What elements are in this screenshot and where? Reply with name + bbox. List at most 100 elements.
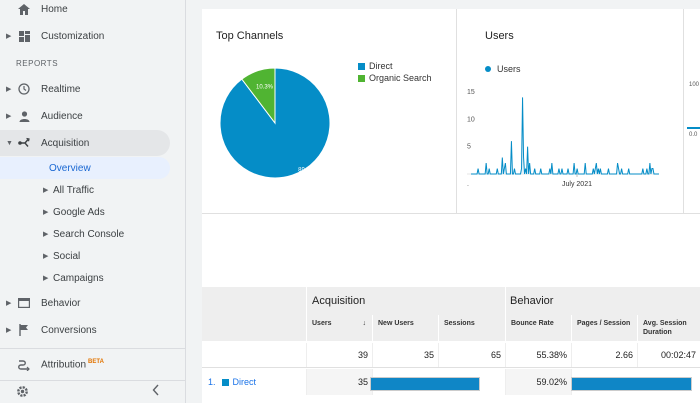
partial-line xyxy=(687,127,700,129)
panel-separator xyxy=(683,9,684,213)
chevron-right-icon: ▶ xyxy=(6,300,12,307)
pages-session-bar xyxy=(571,377,692,391)
sort-desc-icon: ↓ xyxy=(362,320,367,327)
users-legend: Users xyxy=(485,63,521,75)
column-header-bounce-rate[interactable]: Bounce Rate xyxy=(505,315,571,341)
legend-label: Users xyxy=(497,64,521,74)
sidebar-item-social[interactable]: ▶ Social xyxy=(0,245,186,267)
legend-label: Direct xyxy=(369,61,393,71)
sidebar-item-label: Attribution BETA xyxy=(41,359,104,370)
total-blank xyxy=(202,343,306,367)
sidebar-item-label: Home xyxy=(41,3,68,15)
column-header-avg-duration[interactable]: Avg. Session Duration xyxy=(637,315,700,341)
x-tick-label: . xyxy=(467,181,469,188)
x-tick-label: July 2021 xyxy=(562,181,592,188)
panel-title: Users xyxy=(485,30,514,42)
total-avg-duration: 00:02:47 xyxy=(637,343,700,367)
section-separator xyxy=(202,213,700,214)
panel-separator xyxy=(456,9,457,213)
top-channels-panel: Top Channels 89.7% 10.3% Direct Organic S… xyxy=(202,9,456,213)
total-bounce-rate: 55.38% xyxy=(505,343,571,367)
pie-data-label: 10.3% xyxy=(256,85,274,91)
legend-label: Organic Search xyxy=(369,73,432,83)
chevron-right-icon: ▶ xyxy=(43,187,49,194)
sidebar-item-conversions[interactable]: ▶ Conversions xyxy=(0,317,186,343)
users-panel: Users Users 5 10 15. July 2021 xyxy=(457,9,682,213)
chevron-left-icon[interactable] xyxy=(152,384,160,399)
sidebar-item-label: Overview xyxy=(49,162,91,174)
pie-slice-organic-search[interactable] xyxy=(241,67,276,125)
y-tick-label: 5 xyxy=(467,144,471,151)
table-row-direct[interactable]: 1. Direct xyxy=(202,369,306,395)
y-tick-label: 15 xyxy=(467,89,475,96)
chevron-right-icon: ▶ xyxy=(43,253,49,260)
column-header-blank xyxy=(202,315,306,341)
sidebar-item-google-ads[interactable]: ▶ Google Ads xyxy=(0,201,186,223)
sidebar-item-realtime[interactable]: ▶ Realtime xyxy=(0,76,186,102)
sidebar-item-label: Campaigns xyxy=(53,272,104,284)
table-group-acquisition: Acquisition xyxy=(306,287,505,315)
sidebar-item-search-console[interactable]: ▶ Search Console xyxy=(0,223,186,245)
sidebar-item-label: Conversions xyxy=(41,324,97,336)
home-icon xyxy=(17,2,31,16)
sidebar-item-label: Customization xyxy=(41,30,105,42)
column-header-pages-session[interactable]: Pages / Session xyxy=(571,315,637,341)
pie-data-label: 89.7% xyxy=(298,168,316,174)
sidebar-item-label: Search Console xyxy=(53,228,125,240)
sidebar-item-label: Acquisition xyxy=(41,137,90,149)
sidebar-item-customization[interactable]: ▶ Customization xyxy=(0,23,186,49)
column-header-users[interactable]: Users ↓ xyxy=(306,315,372,341)
row-channel-link[interactable]: Direct xyxy=(232,377,257,387)
behavior-icon xyxy=(17,296,31,310)
new-users-bar xyxy=(370,377,480,391)
column-header-new-users[interactable]: New Users xyxy=(372,315,438,341)
reports-section-label: REPORTS xyxy=(16,59,59,68)
gear-icon[interactable] xyxy=(16,385,29,401)
sidebar-item-label: Realtime xyxy=(41,83,81,95)
pie-chart[interactable]: 89.7% 10.3% xyxy=(215,63,335,183)
legend-swatch xyxy=(358,74,365,82)
sidebar-item-campaigns[interactable]: ▶ Campaigns xyxy=(0,267,186,289)
partial-tick: 0.0 xyxy=(689,132,698,138)
attribution-icon xyxy=(17,358,31,372)
sidebar-item-audience[interactable]: ▶ Audience xyxy=(0,103,186,129)
sidebar-item-behavior[interactable]: ▶ Behavior xyxy=(0,290,186,316)
sidebar-item-label: Google Ads xyxy=(53,206,105,218)
row-separator xyxy=(202,367,700,368)
sidebar-item-overview[interactable]: Overview xyxy=(0,157,170,179)
legend-item-organic[interactable]: Organic Search xyxy=(358,72,432,84)
users-series-line[interactable] xyxy=(471,97,659,175)
table-header-blank xyxy=(202,287,306,315)
person-icon xyxy=(17,109,31,123)
partial-panel: 100 0.0 xyxy=(684,9,700,213)
sidebar-item-label: All Traffic xyxy=(53,184,94,196)
column-label: Users xyxy=(312,320,332,327)
sidebar-footer xyxy=(0,380,186,403)
legend-item-direct[interactable]: Direct xyxy=(358,60,432,72)
sidebar-item-label: Audience xyxy=(41,110,83,122)
acquisition-table: Acquisition Behavior Users ↓ New Users S… xyxy=(202,287,700,403)
row-color-swatch xyxy=(221,378,229,386)
row-users: 35 xyxy=(306,369,372,395)
users-area xyxy=(471,97,659,174)
acquisition-icon xyxy=(17,136,31,150)
pie-legend: Direct Organic Search xyxy=(358,60,432,84)
legend-item-users[interactable]: Users xyxy=(485,63,521,75)
beta-badge: BETA xyxy=(88,359,104,366)
column-header-sessions[interactable]: Sessions xyxy=(438,315,505,341)
sidebar-item-all-traffic[interactable]: ▶ All Traffic xyxy=(0,179,186,201)
row-bounce-rate: 59.02% xyxy=(505,369,571,395)
sidebar-item-acquisition[interactable]: ▼ Acquisition xyxy=(0,130,170,156)
sidebar-item-label: Social xyxy=(53,250,81,262)
sidebar-item-attribution[interactable]: Attribution BETA xyxy=(0,352,186,378)
partial-tick: 100 xyxy=(689,82,700,88)
total-new-users: 35 xyxy=(372,343,438,367)
total-pages-session: 2.66 xyxy=(571,343,637,367)
main-content: Top Channels 89.7% 10.3% Direct Organic S… xyxy=(202,9,700,403)
chevron-right-icon: ▶ xyxy=(6,113,12,120)
total-sessions: 65 xyxy=(438,343,505,367)
grid-icon xyxy=(17,29,31,43)
sidebar-item-label: Behavior xyxy=(41,297,81,309)
users-line-chart[interactable]: 5 10 15. July 2021 xyxy=(459,81,681,191)
sidebar-item-home[interactable]: Home xyxy=(0,0,186,22)
